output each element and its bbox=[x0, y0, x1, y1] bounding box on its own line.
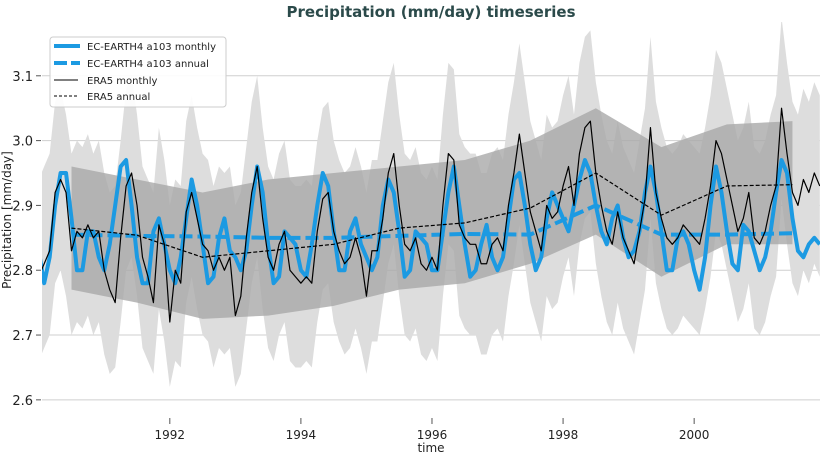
chart-title: Precipitation (mm/day) timeseries bbox=[287, 3, 576, 21]
y-tick-label: 3.1 bbox=[12, 70, 33, 85]
x-tick-label: 1992 bbox=[155, 428, 186, 442]
legend-label-model-monthly: EC-EARTH4 a103 monthly bbox=[87, 42, 216, 53]
legend-label-era5-annual: ERA5 annual bbox=[87, 92, 150, 103]
x-axis-label: time bbox=[417, 441, 444, 455]
y-tick-label: 2.6 bbox=[12, 394, 33, 409]
series-era5-annual bbox=[71, 172, 793, 258]
legend-box bbox=[49, 36, 227, 108]
legend-label-era5-monthly: ERA5 monthly bbox=[87, 76, 157, 87]
y-tick-label: 2.7 bbox=[12, 329, 33, 344]
x-tick-label: 1998 bbox=[548, 428, 579, 442]
series-era5-monthly bbox=[42, 107, 820, 323]
series-model-monthly bbox=[42, 158, 820, 292]
y-tick-label: 3.0 bbox=[12, 135, 33, 150]
y-tick-label: 2.9 bbox=[12, 199, 33, 214]
annual-spread-band bbox=[71, 108, 793, 319]
series-model-annual bbox=[71, 203, 793, 240]
y-axis-label: Precipitation [mm/day] bbox=[0, 151, 14, 289]
axes: 2.6 2.7 2.8 2.9 3.0 3.1 1992 1994 1996 1998 2000 bbox=[12, 70, 709, 442]
x-tick-label: 1994 bbox=[286, 428, 317, 442]
legend-label-model-annual: EC-EARTH4 a103 annual bbox=[87, 59, 209, 70]
x-tick-label: 2000 bbox=[679, 428, 710, 442]
legend: EC-EARTH4 a103 monthly EC-EARTH4 a103 an… bbox=[49, 36, 227, 108]
x-tick-label: 1996 bbox=[417, 428, 448, 442]
y-tick-label: 2.8 bbox=[12, 264, 33, 279]
